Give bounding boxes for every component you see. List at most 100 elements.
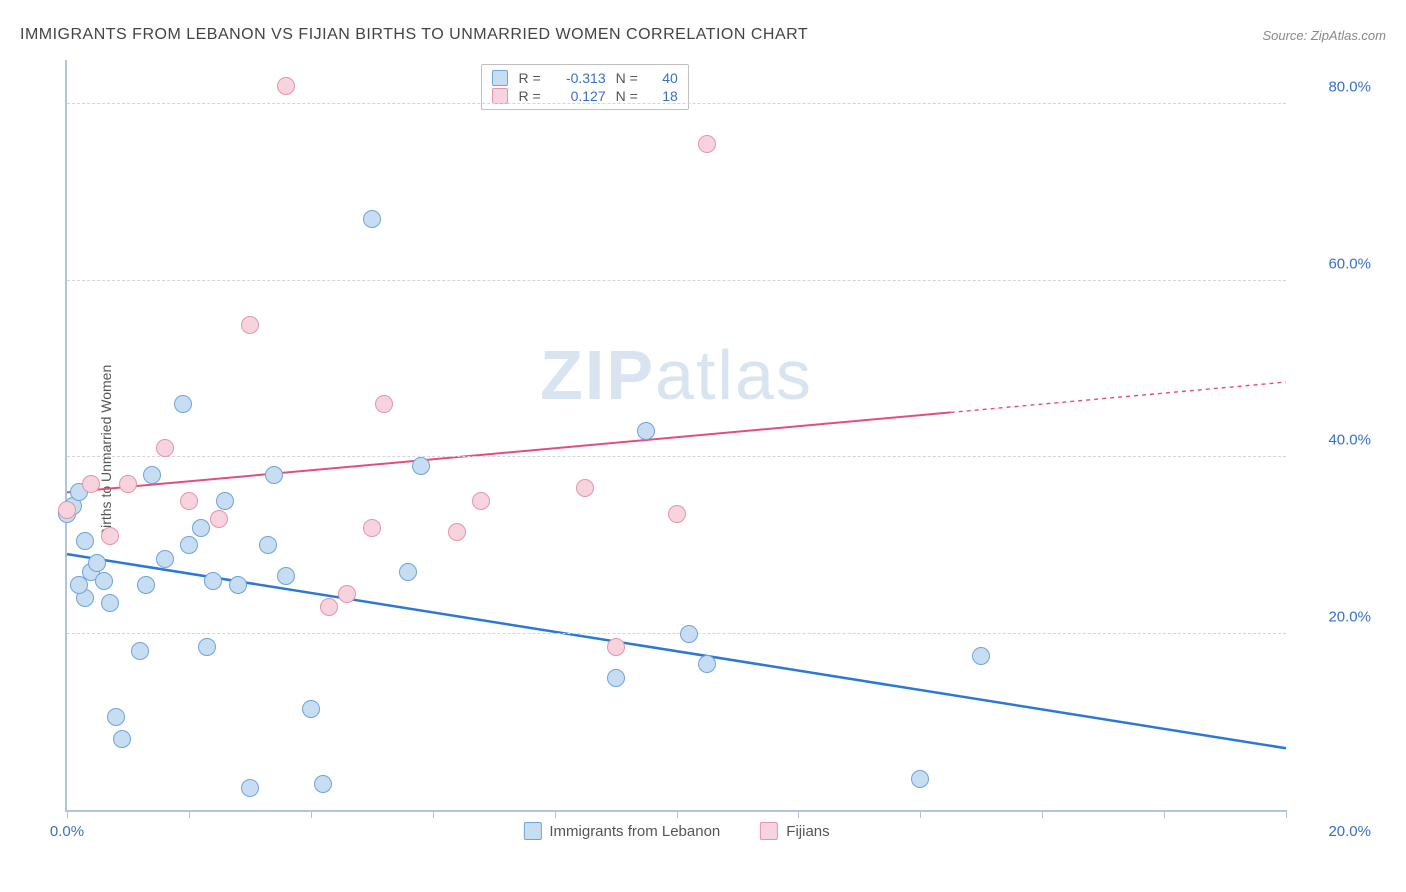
data-point-fijians xyxy=(448,523,466,541)
y-tick-label: 60.0% xyxy=(1296,255,1371,272)
chart-area: Births to Unmarried Women ZIPatlas R = -… xyxy=(50,60,1376,842)
stats-swatch-fijians xyxy=(492,88,508,104)
x-tick xyxy=(433,810,434,818)
plot-region: ZIPatlas R = -0.313 N = 40 R = 0.127 N =… xyxy=(65,60,1286,812)
data-point-fijians xyxy=(101,527,119,545)
x-tick xyxy=(920,810,921,818)
data-point-lebanon xyxy=(229,576,247,594)
data-point-fijians xyxy=(241,316,259,334)
data-point-lebanon xyxy=(607,669,625,687)
data-point-fijians xyxy=(58,501,76,519)
data-point-fijians xyxy=(156,439,174,457)
x-tick-label: 20.0% xyxy=(1296,823,1371,840)
legend-label: Fijians xyxy=(786,823,829,840)
data-point-lebanon xyxy=(113,730,131,748)
data-point-lebanon xyxy=(911,770,929,788)
r-value: 0.127 xyxy=(551,88,606,104)
grid-line xyxy=(67,103,1286,104)
data-point-lebanon xyxy=(88,554,106,572)
data-point-lebanon xyxy=(101,594,119,612)
data-point-fijians xyxy=(210,510,228,528)
chart-title: IMMIGRANTS FROM LEBANON VS FIJIAN BIRTHS… xyxy=(20,26,808,44)
data-point-lebanon xyxy=(137,576,155,594)
n-value: 18 xyxy=(648,88,678,104)
data-point-lebanon xyxy=(972,647,990,665)
data-point-fijians xyxy=(119,475,137,493)
data-point-lebanon xyxy=(314,775,332,793)
chart-header: IMMIGRANTS FROM LEBANON VS FIJIAN BIRTHS… xyxy=(20,20,1386,50)
source-name: ZipAtlas.com xyxy=(1311,28,1386,43)
data-point-lebanon xyxy=(174,395,192,413)
x-tick-label: 0.0% xyxy=(50,823,84,840)
r-label: R = xyxy=(518,70,540,86)
n-label: N = xyxy=(616,70,638,86)
x-tick xyxy=(67,810,68,818)
data-point-fijians xyxy=(668,505,686,523)
data-point-fijians xyxy=(180,492,198,510)
data-point-lebanon xyxy=(637,422,655,440)
data-point-lebanon xyxy=(363,210,381,228)
n-label: N = xyxy=(616,88,638,104)
x-tick xyxy=(677,810,678,818)
data-point-fijians xyxy=(375,395,393,413)
data-point-lebanon xyxy=(216,492,234,510)
legend-swatch xyxy=(760,822,778,840)
data-point-fijians xyxy=(338,585,356,603)
data-point-lebanon xyxy=(192,519,210,537)
data-point-lebanon xyxy=(698,655,716,673)
data-point-fijians xyxy=(82,475,100,493)
data-point-lebanon xyxy=(76,532,94,550)
x-tick xyxy=(798,810,799,818)
data-point-fijians xyxy=(698,135,716,153)
data-point-lebanon xyxy=(131,642,149,660)
data-point-lebanon xyxy=(277,567,295,585)
source-attribution: Source: ZipAtlas.com xyxy=(1262,28,1386,43)
y-tick-label: 40.0% xyxy=(1296,432,1371,449)
chart-container: IMMIGRANTS FROM LEBANON VS FIJIAN BIRTHS… xyxy=(0,0,1406,892)
data-point-fijians xyxy=(472,492,490,510)
source-prefix: Source: xyxy=(1262,28,1310,43)
n-value: 40 xyxy=(648,70,678,86)
legend-item-lebanon: Immigrants from Lebanon xyxy=(523,822,720,840)
legend-swatch xyxy=(523,822,541,840)
x-tick xyxy=(555,810,556,818)
data-point-lebanon xyxy=(107,708,125,726)
data-point-lebanon xyxy=(180,536,198,554)
data-point-fijians xyxy=(576,479,594,497)
data-point-lebanon xyxy=(95,572,113,590)
x-tick xyxy=(311,810,312,818)
data-point-lebanon xyxy=(143,466,161,484)
grid-line xyxy=(67,633,1286,634)
x-tick xyxy=(189,810,190,818)
data-point-fijians xyxy=(607,638,625,656)
grid-line xyxy=(67,456,1286,457)
x-tick xyxy=(1164,810,1165,818)
data-point-lebanon xyxy=(198,638,216,656)
data-point-lebanon xyxy=(156,550,174,568)
data-point-lebanon xyxy=(204,572,222,590)
r-value: -0.313 xyxy=(551,70,606,86)
x-tick xyxy=(1286,810,1287,818)
grid-line xyxy=(67,280,1286,281)
r-label: R = xyxy=(518,88,540,104)
y-tick-label: 20.0% xyxy=(1296,608,1371,625)
data-point-lebanon xyxy=(259,536,277,554)
trend-line-fijians xyxy=(67,412,951,492)
stats-swatch-lebanon xyxy=(492,70,508,86)
data-point-lebanon xyxy=(680,625,698,643)
data-point-lebanon xyxy=(399,563,417,581)
stats-row: R = -0.313 N = 40 xyxy=(492,69,677,87)
data-point-fijians xyxy=(277,77,295,95)
data-point-lebanon xyxy=(302,700,320,718)
trend-lines xyxy=(67,60,1286,810)
legend-item-fijians: Fijians xyxy=(760,822,829,840)
x-tick xyxy=(1042,810,1043,818)
data-point-lebanon xyxy=(412,457,430,475)
y-tick-label: 80.0% xyxy=(1296,79,1371,96)
data-point-fijians xyxy=(363,519,381,537)
trend-line-lebanon xyxy=(67,554,1286,748)
data-point-lebanon xyxy=(265,466,283,484)
trend-line-fijians-dashed xyxy=(951,382,1286,412)
legend-label: Immigrants from Lebanon xyxy=(549,823,720,840)
data-point-fijians xyxy=(320,598,338,616)
